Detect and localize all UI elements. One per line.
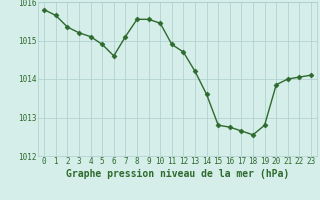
X-axis label: Graphe pression niveau de la mer (hPa): Graphe pression niveau de la mer (hPa) — [66, 169, 289, 179]
